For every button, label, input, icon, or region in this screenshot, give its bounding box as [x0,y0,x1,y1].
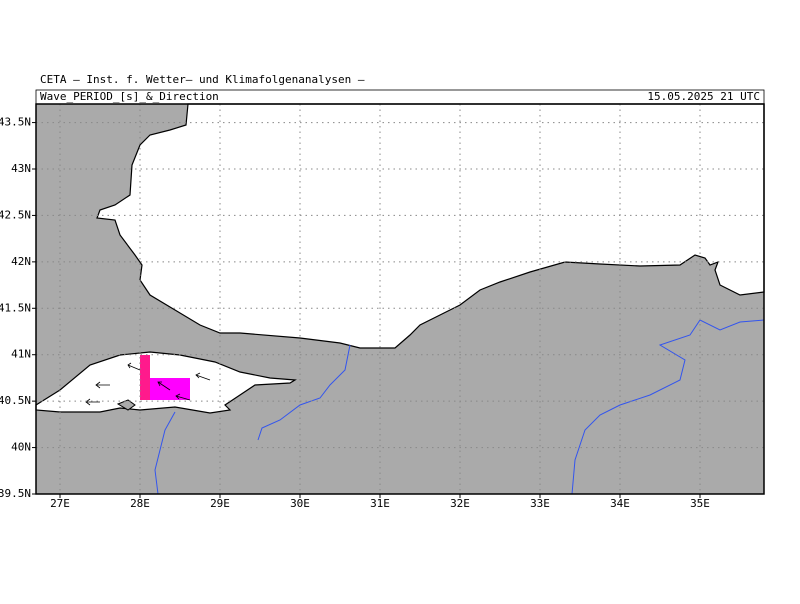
lon-label: 33E [530,497,550,510]
period-patch [140,355,150,400]
lat-label: 43N [11,162,31,175]
lon-label: 30E [290,497,310,510]
datetime: 15.05.2025 21 UTC [647,90,760,103]
axis-ticks: 39.5N 40N 40.5N 41N 41.5N 42N 42.5N 43N 43.5N 27E… [0,116,710,510]
lat-label: 41.5N [0,301,31,314]
black-sea [96,103,765,349]
lat-label: 42N [11,255,31,268]
lat-label: 42.5N [0,208,31,221]
lon-label: 32E [450,497,470,510]
lat-label: 43.5N [0,116,31,129]
lat-label: 40N [11,441,31,454]
lon-label: 28E [130,497,150,510]
map-frame [35,103,765,495]
lat-label: 39.5N [0,487,31,500]
rivers [154,319,765,495]
map-area [35,103,765,495]
lat-label: 40.5N [0,394,31,407]
lon-label: 29E [210,497,230,510]
grid [36,104,764,495]
lon-label: 35E [690,497,710,510]
title: Wave_PERIOD_[s]_&_Direction [40,90,219,103]
institute: CETA – Inst. f. Wetter– und Klimafolgena… [40,73,365,86]
lon-label: 27E [50,497,70,510]
direction-arrows [85,362,211,406]
lat-label: 41N [11,348,31,361]
lon-label: 31E [370,497,390,510]
lon-label: 34E [610,497,630,510]
period-patch [150,378,190,400]
